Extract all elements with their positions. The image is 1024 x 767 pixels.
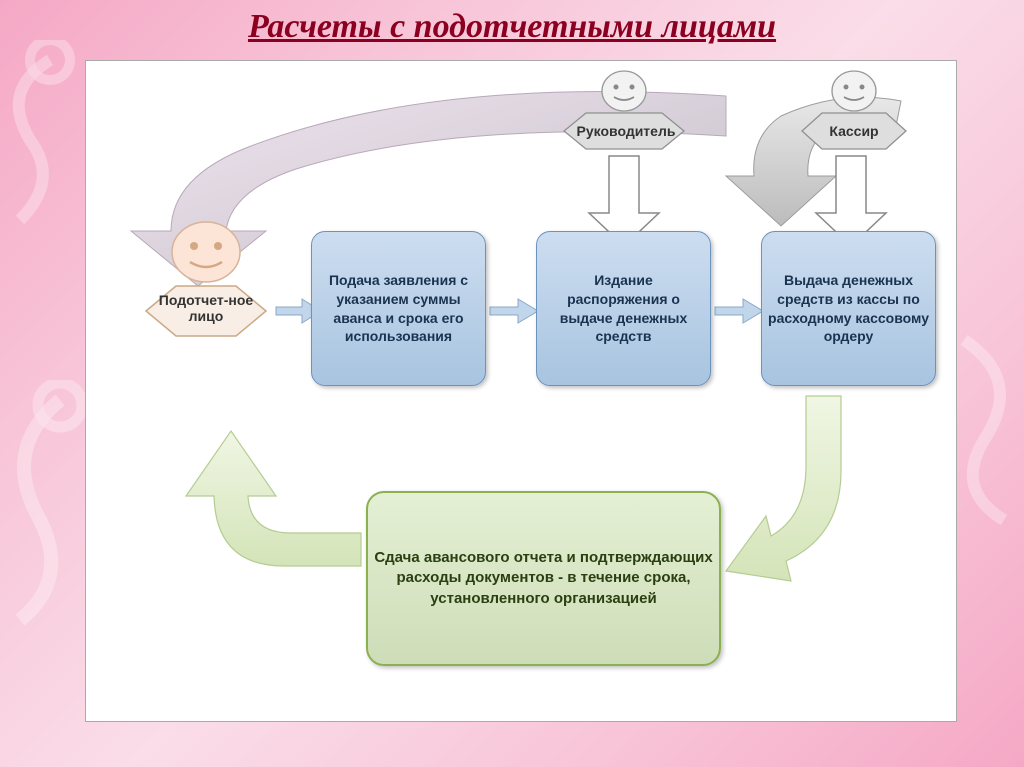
big-arrow-step4-to-person bbox=[186, 431, 361, 566]
slide: Расчеты с подотчетными лицами bbox=[0, 0, 1024, 767]
node-step4: Сдача авансового отчета и подтверждающих… bbox=[366, 491, 721, 666]
slide-title: Расчеты с подотчетными лицами bbox=[0, 8, 1024, 46]
node-step2: Издание распоряжения о выдаче денежных с… bbox=[536, 231, 711, 386]
arrow-step1-to-step2 bbox=[490, 299, 538, 323]
big-arrow-step3-to-step4 bbox=[726, 396, 841, 581]
node-step3: Выдача денежных средств из кассы по расх… bbox=[761, 231, 936, 386]
arrow-step2-to-step3 bbox=[715, 299, 763, 323]
actor-cashier-label: Кассир bbox=[814, 123, 894, 139]
actor-person-label: Подотчет-ное лицо bbox=[150, 292, 262, 324]
actor-manager-label: Руководитель bbox=[576, 123, 676, 139]
diagram-canvas: Подотчет-ное лицо Руководитель Кассир По… bbox=[85, 60, 957, 722]
node-step1: Подача заявления с указанием суммы аванс… bbox=[311, 231, 486, 386]
actor-manager bbox=[556, 69, 696, 164]
actor-cashier bbox=[796, 69, 916, 164]
